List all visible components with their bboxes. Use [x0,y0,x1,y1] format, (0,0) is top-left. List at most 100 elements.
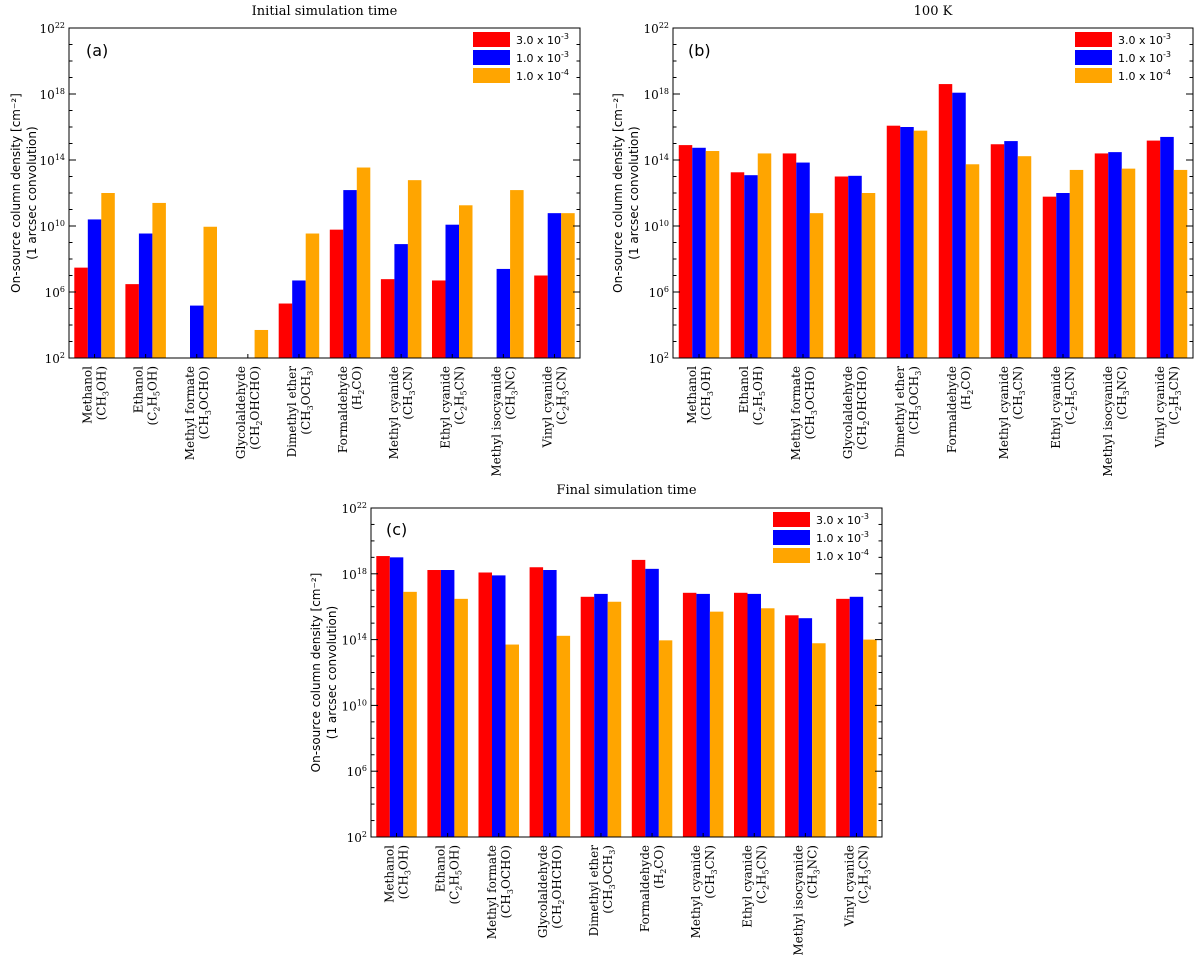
category-formula: (C2H3CN) [1167,366,1183,425]
legend-swatch [773,512,810,527]
legend-swatch [773,548,810,563]
panel-label: (b) [688,41,711,60]
category-formula: (CH2OHCHO) [855,366,871,450]
category-formula: (CH3NC) [1115,366,1131,420]
bar-2-1 [87,219,102,358]
category-formula: (CH3OCHO) [197,366,213,439]
bar-2-9 [798,618,813,837]
category-label: Methanol [383,845,397,903]
category-label: Formaldehyde [945,366,959,453]
y-tick-label: 1014 [644,153,669,168]
y-tick-label: 102 [45,351,65,366]
bar-2-5 [292,280,306,358]
bar-3-3 [809,213,824,358]
bar-2-3 [796,162,810,358]
y-tick-label: 1014 [342,633,367,648]
category-label: Ethyl cyanide [740,845,754,928]
bar-3-5 [913,130,928,358]
category-formula: (CH2OHCHO) [248,366,264,450]
bar-2-7 [696,593,710,837]
bar-2-5 [594,593,608,837]
bar-1-2 [125,284,139,358]
legend-label: 3.0 x 10-3 [516,32,569,47]
bar-2-2 [744,175,758,358]
bar-2-6 [952,92,966,358]
bar-1-5 [886,125,901,358]
bar-2-7 [394,244,408,358]
bar-3-5 [305,233,320,358]
bar-3-2 [152,202,166,358]
bar-2-3 [190,305,204,358]
category-label: Methyl cyanide [689,845,703,938]
y-tick-label: 1010 [40,219,65,234]
bar-1-9 [1094,153,1109,358]
bar-3-6 [356,167,371,358]
category-formula: (H2CO) [350,366,366,410]
category-label: Methyl formate [183,366,197,460]
bar-1-6 [329,229,344,358]
bar-1-8 [734,592,748,837]
bar-1-10 [534,275,548,358]
bar-3-8 [459,205,473,358]
category-formula: (CH3OCH3) [907,366,923,435]
bar-3-9 [812,643,826,837]
legend-label: 1.0 x 10-4 [816,548,869,563]
legend-label: 1.0 x 10-3 [1118,50,1171,65]
y-tick-label: 1014 [40,153,65,168]
category-label: Ethanol [737,366,751,413]
bar-1-1 [376,556,390,837]
y-tick-label: 1010 [644,219,669,234]
y-axis-subtitle: (1 arcsec convolution) [25,126,39,259]
bar-1-7 [380,279,395,358]
bar-2-8 [747,593,761,837]
category-formula: (CH3OCH3) [299,366,315,435]
bar-1-1 [678,145,693,358]
bar-3-6 [965,164,980,358]
category-label: Methyl isocyanide [489,366,503,477]
bar-2-7 [1004,141,1018,358]
legend-label: 3.0 x 10-3 [816,512,869,527]
category-label: Vinyl cyanide [1153,366,1167,448]
bar-2-10 [1160,136,1174,358]
category-label: Dimethyl ether [587,845,601,937]
category-label: Methanol [81,366,95,424]
category-formula: (C2H5OH) [146,366,162,426]
category-formula: (CH3CN) [703,845,719,899]
category-label: Vinyl cyanide [842,845,856,927]
bar-3-3 [203,226,217,358]
y-axis-subtitle: (1 arcsec convolution) [325,606,339,739]
bar-1-7 [990,144,1005,358]
category-label: Formaldehyde [638,845,652,932]
y-tick-label: 102 [649,351,669,366]
bar-3-7 [1017,156,1032,358]
bar-2-6 [343,190,357,358]
category-formula: (CH3NC) [805,845,821,899]
category-formula: (CH3NC) [503,366,519,420]
bar-1-6 [631,559,646,837]
bar-3-2 [757,153,772,358]
y-tick-label: 1010 [342,698,367,713]
category-formula: (C2H5CN) [1063,366,1079,425]
category-label: Ethanol [132,366,146,413]
bar-1-6 [938,84,953,358]
panel-label: (c) [386,520,407,539]
bar-1-2 [427,570,441,837]
legend-label: 1.0 x 10-4 [1118,68,1171,83]
bar-3-10 [863,639,877,837]
bar-3-4 [254,329,269,358]
y-tick-label: 106 [649,285,669,300]
category-formula: (C2H5OH) [751,366,767,426]
y-tick-label: 1018 [342,567,367,582]
category-formula: (CH2OHCHO) [550,845,566,929]
bar-3-7 [407,180,422,358]
bar-3-6 [658,640,673,837]
bar-1-10 [1146,140,1161,358]
legend-label: 1.0 x 10-3 [816,530,869,545]
category-label: Ethyl cyanide [438,366,452,449]
category-formula: (C2H3CN) [554,366,570,425]
bar-2-8 [445,224,459,358]
bar-2-9 [496,268,511,358]
y-axis-title: On-source column density [cm⁻²] [611,93,625,293]
